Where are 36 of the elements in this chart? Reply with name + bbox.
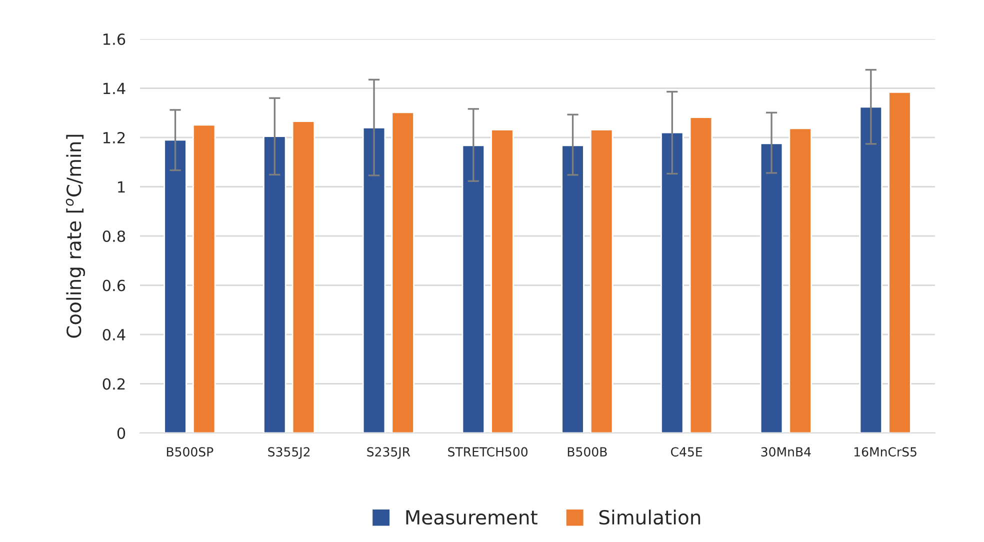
bar xyxy=(760,142,784,433)
bar xyxy=(391,112,414,433)
x-tick-label: STRETCH500 xyxy=(448,447,528,457)
bar xyxy=(490,128,514,433)
bar xyxy=(788,128,812,433)
bar xyxy=(192,124,216,433)
y-tick-label: 1.2 xyxy=(103,132,125,144)
y-tick-label: 1 xyxy=(118,181,125,193)
y-axis-title: Cooling rate [$^{o}$C/min] xyxy=(66,134,86,338)
bar xyxy=(689,116,713,433)
bar xyxy=(462,144,486,433)
legend-label: Measurement xyxy=(406,510,538,525)
y-tick-label: 0.4 xyxy=(102,328,126,341)
bar xyxy=(660,132,684,433)
legend-label: Simulation xyxy=(599,510,700,525)
x-tick-label: S355J2 xyxy=(268,447,310,459)
bar xyxy=(263,136,286,433)
bar xyxy=(362,126,386,433)
bar xyxy=(561,144,584,433)
y-tick-label: 0.8 xyxy=(102,230,126,242)
x-tick-label: C45E xyxy=(670,447,702,457)
y-tick-label: 0.6 xyxy=(102,280,126,292)
bar xyxy=(164,139,187,433)
bar xyxy=(859,106,883,433)
x-tick-label: B500SP xyxy=(166,447,214,457)
x-tick-label: B500B xyxy=(568,447,607,457)
y-tick-label: 1.6 xyxy=(103,33,126,46)
x-tick-label: S235JR xyxy=(367,447,410,459)
y-tick-label: 0.2 xyxy=(102,378,125,390)
y-tick-label: 1.4 xyxy=(103,82,126,94)
bar xyxy=(590,128,614,433)
x-tick-label: 30MnB4 xyxy=(761,447,811,457)
x-tick-label: 16MnCrS5 xyxy=(854,447,916,457)
bar xyxy=(888,91,912,433)
bar xyxy=(292,120,316,433)
y-tick-label: 0 xyxy=(117,427,126,440)
